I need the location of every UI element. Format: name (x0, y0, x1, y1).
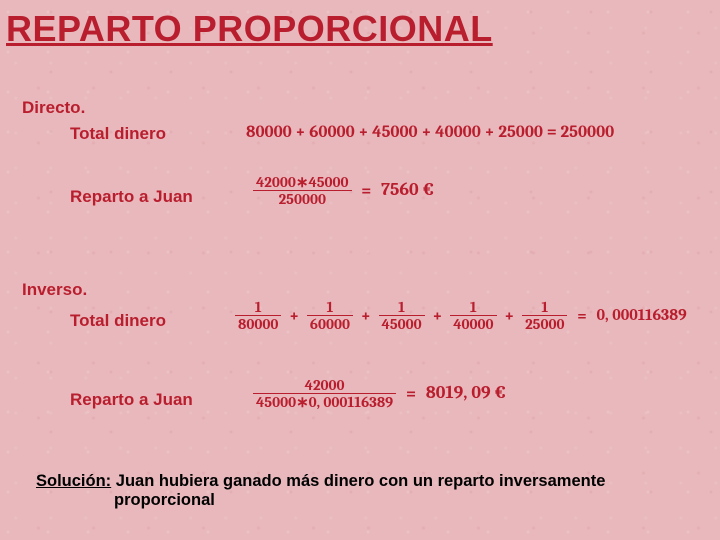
directo-reparto-result: 7560 € (381, 179, 434, 200)
inv-f0-d: 80000 (235, 316, 281, 332)
directo-reparto-frac: 42000∗45000 250000 (253, 175, 352, 207)
inv-f4-d: 25000 (522, 316, 567, 332)
directo-total-expr: 80000 + 60000 + 45000 + 40000 + 25000 = … (246, 123, 614, 142)
inv-f2-d: 45000 (379, 316, 425, 332)
inv-f2-n: 1 (379, 300, 425, 316)
inverso-reparto-frac: 42000 45000∗0, 000116389 (253, 378, 396, 410)
directo-reparto-den: 250000 (253, 191, 352, 207)
inv-f0-n: 1 (235, 300, 281, 316)
solution-label: Solución: (36, 472, 111, 490)
inv-f3-d: 40000 (450, 316, 496, 332)
directo-reparto-num: 42000∗45000 (253, 175, 352, 191)
inverso-reparto-num: 42000 (253, 378, 396, 394)
inverso-total-label: Total dinero (70, 311, 166, 331)
inverso-reparto-result: 8019, 09 € (426, 382, 506, 403)
solution-text: Solución: Juan hubiera ganado más dinero… (36, 472, 692, 510)
inverso-reparto-den: 45000∗0, 000116389 (253, 394, 396, 410)
directo-reparto-label: Reparto a Juan (70, 187, 193, 207)
equals-sign: = (361, 182, 371, 201)
solution-line2: proporcional (114, 491, 215, 510)
inverso-reparto-label: Reparto a Juan (70, 390, 193, 410)
inverso-total-result: 0, 000116389 (596, 306, 686, 324)
inv-f1-d: 60000 (307, 316, 353, 332)
page-title: REPARTO PROPORCIONAL (6, 8, 493, 50)
inverso-label: Inverso. (22, 280, 87, 300)
solution-line1: Juan hubiera ganado más dinero con un re… (116, 472, 606, 490)
inverso-reparto-expr: 42000 45000∗0, 000116389 = 8019, 09 € (253, 378, 506, 410)
inverso-total-expr: 180000 + 160000 + 145000 + 140000 + 1250… (235, 300, 687, 332)
inv-f3-n: 1 (450, 300, 496, 316)
directo-reparto-expr: 42000∗45000 250000 = 7560 € (253, 175, 434, 207)
inv-f1-n: 1 (307, 300, 353, 316)
directo-total-label: Total dinero (70, 124, 166, 144)
directo-label: Directo. (22, 98, 85, 118)
inv-f4-n: 1 (522, 300, 567, 316)
